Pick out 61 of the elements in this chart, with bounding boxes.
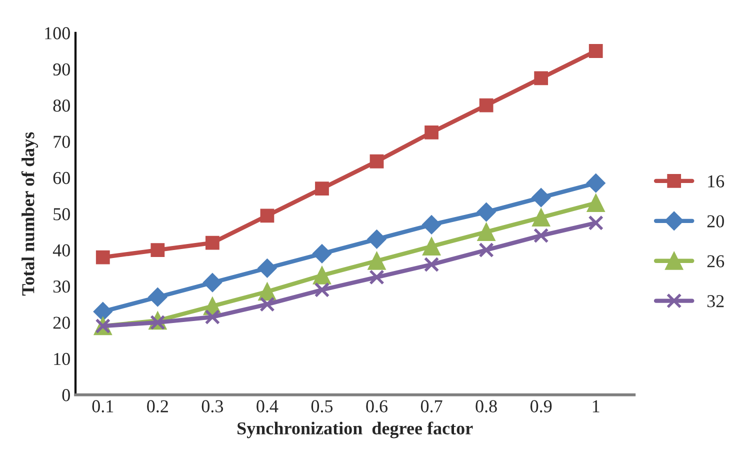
point <box>260 208 274 223</box>
x-tick-label: 0.7 <box>420 400 442 412</box>
x-tick-label: 0.8 <box>476 400 497 412</box>
y-tick-label: 50 <box>54 208 70 220</box>
point <box>150 243 165 257</box>
point <box>424 125 438 140</box>
y-tick-label: 10 <box>54 352 70 366</box>
point <box>312 266 332 284</box>
x-tick-label: 0.4 <box>256 400 278 412</box>
point <box>314 282 330 298</box>
point <box>588 44 603 58</box>
y-tick-label: 40 <box>52 244 70 256</box>
point <box>586 194 605 212</box>
point <box>258 258 277 278</box>
x-tick-label: 0.6 <box>366 400 388 412</box>
point <box>370 154 384 168</box>
point <box>367 230 386 249</box>
x-tick-label: 0.5 <box>311 400 333 412</box>
x-tick-label: 0.9 <box>530 400 552 412</box>
y-tick-label: 20 <box>53 316 70 329</box>
point <box>586 174 606 193</box>
point <box>533 228 549 244</box>
point <box>422 237 441 256</box>
point <box>260 296 275 312</box>
y-tick-label: 0 <box>62 389 70 402</box>
y-tick-label: 30 <box>53 280 70 293</box>
x-axis-title: Synchronization degree factor <box>238 422 473 438</box>
y-axis-title: Total number of days <box>21 132 38 296</box>
legend-label: 16 <box>708 175 724 188</box>
point <box>205 236 220 250</box>
point <box>93 302 112 322</box>
point <box>369 270 384 285</box>
point <box>588 215 604 231</box>
point <box>478 242 494 258</box>
y-tick-label: 70 <box>54 136 70 148</box>
x-tick-label: 0.1 <box>92 400 114 412</box>
point <box>312 244 332 264</box>
point <box>148 288 168 307</box>
point <box>477 222 496 241</box>
y-tick-label: 100 <box>45 27 70 40</box>
point <box>422 215 442 234</box>
legend-label: 32 <box>707 295 724 308</box>
point <box>532 208 550 226</box>
x-tick-label: 0.2 <box>147 400 168 412</box>
x-tick-label: 1 <box>592 400 600 412</box>
point <box>424 256 440 272</box>
y-tick-label: 80 <box>53 100 70 112</box>
point <box>476 202 496 222</box>
point <box>479 98 494 112</box>
y-tick-label: 90 <box>53 63 70 76</box>
point <box>534 71 548 86</box>
y-tick-label: 60 <box>53 172 70 184</box>
legend-label: 20 <box>707 215 724 228</box>
x-tick-label: 0.3 <box>202 400 224 412</box>
point <box>315 182 329 196</box>
point <box>532 188 551 208</box>
legend-label: 26 <box>707 255 724 268</box>
point <box>96 250 110 264</box>
point <box>368 252 386 270</box>
point <box>204 309 220 325</box>
point <box>202 273 222 292</box>
